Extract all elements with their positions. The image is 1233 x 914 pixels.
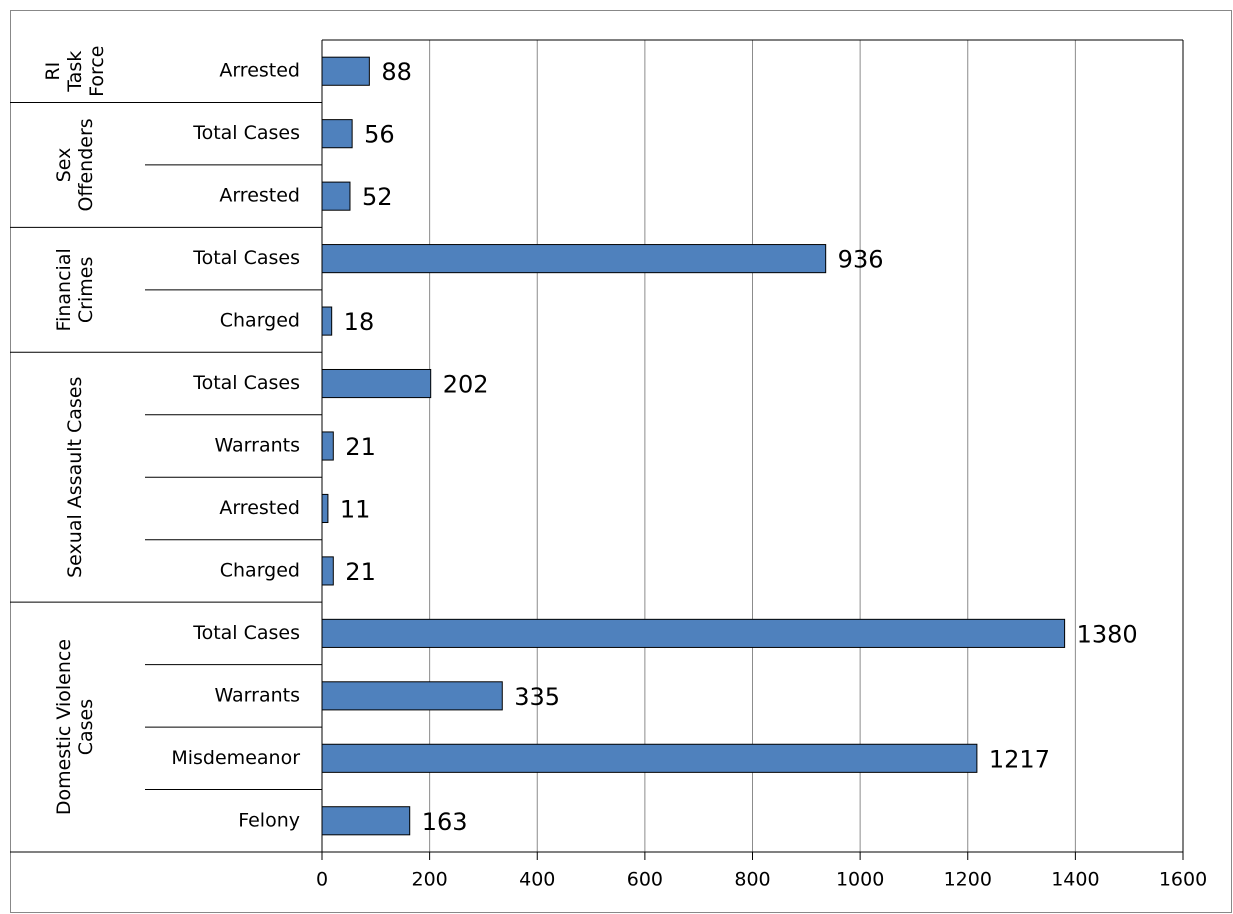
group-label-line: Crimes [75,257,97,323]
bar [321,181,351,211]
value-label: 56 [364,121,395,149]
value-label: 936 [838,246,884,274]
y-tick-label: Arrested [219,185,300,207]
group-label-line: Task [64,51,86,93]
value-label: 202 [443,371,489,399]
y-tick-label: Charged [220,559,300,581]
group-label-line: Sex [53,148,75,183]
value-label: 21 [345,433,376,461]
group-label: RITaskForce [42,46,108,97]
x-tick-label: 1600 [1159,869,1207,891]
y-tick-label: Arrested [219,60,300,82]
bar [321,119,353,149]
bar [321,431,334,461]
value-label: 163 [422,808,468,836]
value-label: 1380 [1077,620,1138,648]
x-tick-label: 1200 [944,869,992,891]
group-label-line: Offenders [75,118,97,211]
x-tick-label: 200 [411,869,447,891]
y-tick-label: Total Cases [192,122,300,144]
group-label: SexOffenders [53,118,97,211]
value-label: 21 [345,558,376,586]
value-label: 88 [381,58,412,86]
bar [321,56,370,86]
y-tick-label: Total Cases [192,372,300,394]
y-tick-label: Felony [238,809,300,831]
y-tick-label: Arrested [219,497,300,519]
bar [321,368,432,399]
bar [321,556,334,586]
group-label: FinancialCrimes [53,248,97,331]
y-tick-label: Charged [220,310,300,332]
y-tick-label: Total Cases [192,247,300,269]
bar [321,306,333,336]
bar [321,244,827,274]
group-label: Domestic ViolenceCases [53,639,97,815]
y-tick-label: Total Cases [192,622,300,644]
y-tick-label: Warrants [214,435,300,457]
group-label-line: Force [86,46,108,97]
bar [321,493,329,524]
value-label: 11 [340,495,371,523]
bar [321,743,978,773]
y-tick-label: Misdemeanor [171,747,300,769]
y-tick-label: Warrants [214,684,300,706]
x-tick-label: 1000 [836,869,884,891]
x-tick-label: 1400 [1051,869,1099,891]
x-tick-label: 400 [519,869,555,891]
value-label: 18 [344,308,375,336]
group-label-line: Sexual Assault Cases [64,377,86,578]
value-label: 1217 [989,745,1050,773]
group-label-line: RI [42,62,64,81]
bar [321,618,1066,648]
group-label: Sexual Assault Cases [64,377,86,578]
bar [321,681,503,711]
group-label-line: Domestic Violence [53,639,75,815]
group-label-line: Financial [53,248,75,331]
x-tick-label: 0 [316,869,328,891]
group-label-line: Cases [75,699,97,755]
chart-frame [10,10,1232,913]
value-label: 335 [514,683,560,711]
x-tick-label: 600 [627,869,663,891]
value-label: 52 [362,183,393,211]
x-tick-label: 800 [734,869,770,891]
bar [321,806,411,836]
